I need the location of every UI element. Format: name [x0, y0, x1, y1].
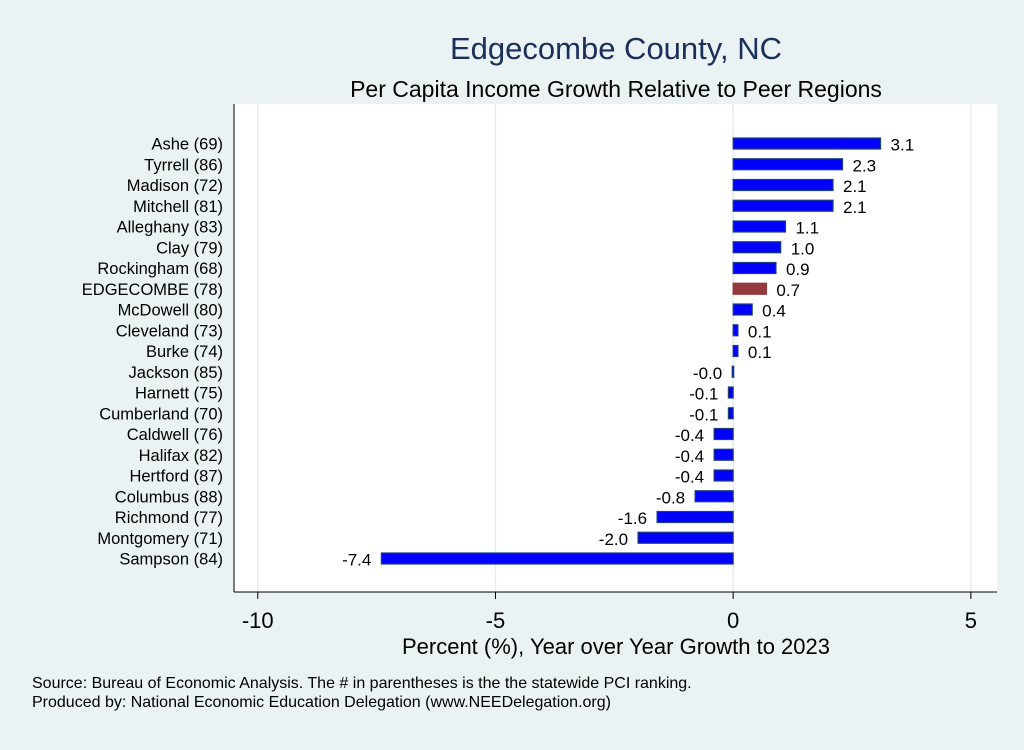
bar [713, 427, 734, 441]
category-label: Mitchell (81) [133, 198, 223, 216]
category-label: Burke (74) [146, 343, 223, 361]
data-label: 0.1 [748, 343, 772, 362]
x-axis-label: Percent (%), Year over Year Growth to 20… [402, 634, 830, 659]
source-note: Source: Bureau of Economic Analysis. The… [32, 675, 692, 692]
plot-area [234, 104, 997, 592]
data-label: 0.7 [776, 281, 800, 300]
bar [732, 241, 782, 254]
bar [727, 407, 734, 420]
bar [732, 324, 739, 337]
data-label: 0.4 [762, 302, 786, 321]
bar [732, 303, 753, 316]
data-label: -0.4 [675, 468, 704, 487]
x-tick-label: -10 [242, 608, 274, 633]
category-label: Cleveland (73) [116, 322, 223, 340]
bar [727, 386, 734, 399]
data-label: -7.4 [342, 551, 371, 570]
data-label: -0.4 [675, 426, 704, 445]
data-label: -0.1 [689, 405, 718, 424]
category-label: Rockingham (68) [97, 260, 223, 278]
data-label: 0.9 [786, 260, 810, 279]
x-tick-label: -5 [486, 608, 506, 633]
data-label: 3.1 [891, 136, 915, 155]
category-label: Cumberland (70) [99, 405, 223, 423]
category-label: EDGECOMBE (78) [82, 281, 223, 299]
data-label: 2.1 [843, 198, 867, 217]
data-label: 1.1 [795, 219, 819, 238]
bar [732, 282, 768, 295]
bar [694, 490, 734, 503]
data-label: -0.1 [689, 385, 718, 404]
data-label: -0.0 [693, 364, 722, 383]
bar [637, 531, 734, 544]
category-label: Alleghany (83) [117, 219, 223, 237]
data-label: -0.4 [675, 447, 704, 466]
data-label: 0.1 [748, 322, 772, 341]
category-label: Madison (72) [127, 177, 223, 195]
x-tick-label: 5 [965, 608, 977, 633]
data-label: 2.3 [852, 156, 876, 175]
category-label: Tyrrell (86) [144, 156, 223, 174]
category-label: Montgomery (71) [97, 530, 223, 548]
bar [713, 448, 734, 461]
bar [732, 178, 834, 192]
data-label: 1.0 [791, 239, 815, 258]
data-label: -0.8 [656, 488, 685, 507]
category-label: Harnett (75) [135, 385, 223, 403]
category-label: Sampson (84) [119, 551, 223, 569]
bar [731, 365, 735, 378]
category-label: Hertford (87) [129, 468, 223, 486]
bar [732, 261, 777, 275]
chart-title: Edgecombe County, NC [450, 31, 782, 66]
category-label: Halifax (82) [139, 447, 223, 465]
bar [732, 137, 882, 150]
chart-subtitle: Per Capita Income Growth Relative to Pee… [350, 76, 882, 102]
category-label: Columbus (88) [115, 488, 223, 506]
category-label: Ashe (69) [151, 136, 223, 154]
data-label: -1.6 [618, 509, 647, 528]
category-label: Caldwell (76) [127, 426, 223, 444]
category-label: Clay (79) [156, 239, 223, 257]
data-label: 2.1 [843, 177, 867, 196]
bar [656, 510, 734, 524]
produced-by-note: Produced by: National Economic Education… [32, 694, 611, 711]
bar [732, 158, 844, 171]
category-label: McDowell (80) [118, 302, 223, 320]
category-label: Jackson (85) [129, 364, 223, 382]
category-label: Richmond (77) [115, 509, 223, 527]
bar [732, 199, 834, 212]
x-tick-label: 0 [727, 608, 739, 633]
bar [732, 220, 787, 233]
bar [380, 552, 734, 565]
bar [732, 344, 739, 358]
bar [713, 469, 734, 482]
data-label: -2.0 [599, 530, 628, 549]
